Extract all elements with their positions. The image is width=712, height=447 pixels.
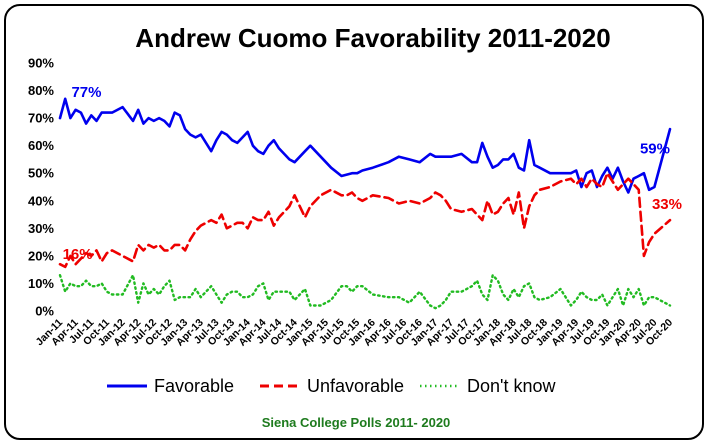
annotations: 77% 16% 59% 33% [63,84,682,263]
y-tick-label: 30% [28,221,54,236]
chart-frame [4,4,704,440]
legend-label-dont-know: Don't know [467,376,556,396]
y-tick-label: 20% [28,248,54,263]
unfavorable-line [58,171,672,269]
data-label: 16% [63,246,93,263]
x-axis-ticks: Jan-11Apr-11Jul-11Oct-11Jan-12Apr-12Jul-… [34,317,676,349]
source-note: Siena College Polls 2011- 2020 [262,415,451,430]
y-tick-label: 80% [28,83,54,98]
dont-know-line [58,274,672,310]
favorable-line [58,97,672,194]
legend: Favorable Unfavorable Don't know [107,376,556,396]
y-tick-label: 0% [35,304,54,319]
y-axis-ticks: 0% 10% 20% 30% 40% 50% 60% 70% 80% 90% [28,56,54,319]
legend-label-favorable: Favorable [154,376,234,396]
data-label: 33% [652,196,682,213]
chart-title: Andrew Cuomo Favorability 2011-2020 [135,23,610,53]
y-tick-label: 90% [28,56,54,71]
legend-label-unfavorable: Unfavorable [307,376,404,396]
y-tick-label: 70% [28,111,54,126]
y-tick-label: 40% [28,193,54,208]
y-tick-label: 50% [28,166,54,181]
data-label: 59% [640,140,670,157]
data-label: 77% [71,84,101,101]
series-layer [58,97,672,310]
y-tick-label: 60% [28,138,54,153]
y-tick-label: 10% [28,276,54,291]
